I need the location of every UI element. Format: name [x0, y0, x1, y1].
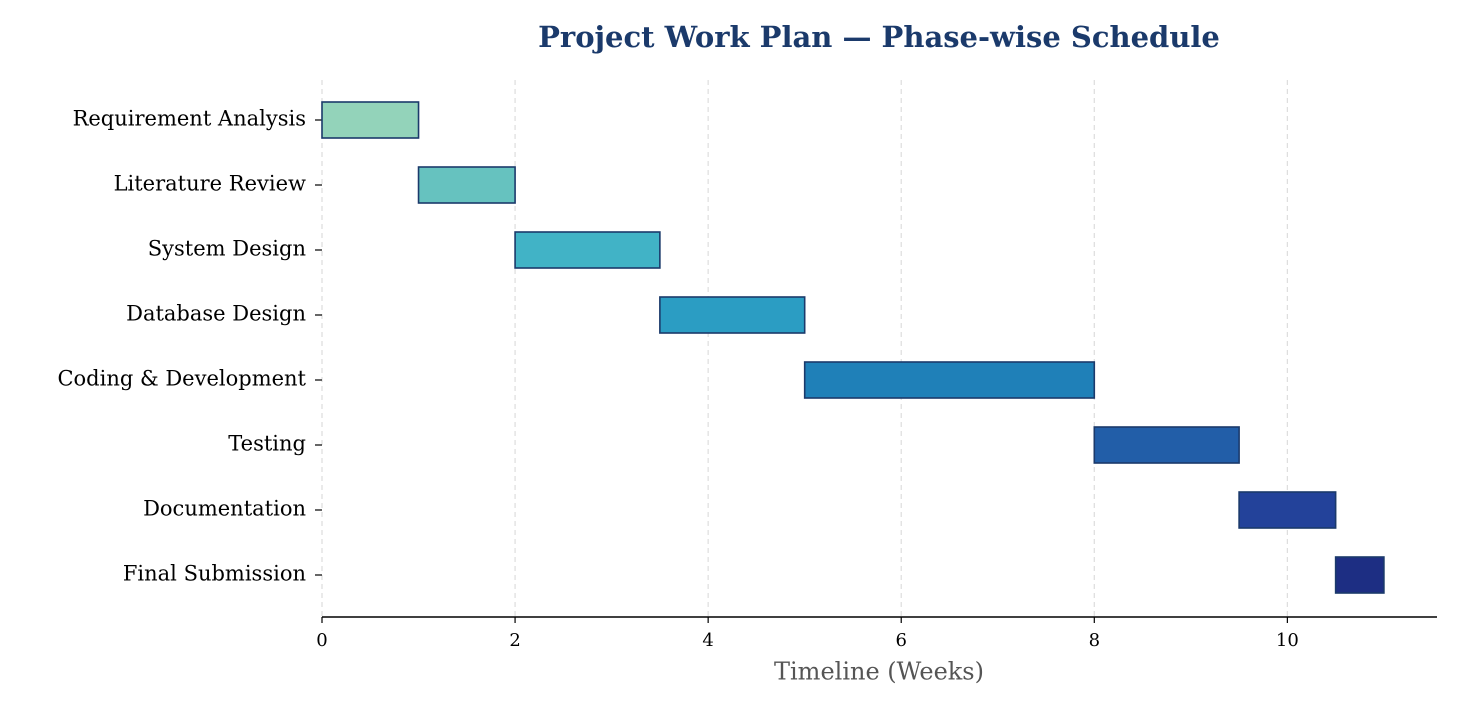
- x-tick-label: 8: [1089, 630, 1100, 651]
- y-tick-label: Database Design: [126, 302, 306, 326]
- x-tick-label: 2: [509, 630, 520, 651]
- x-axis-label: Timeline (Weeks): [774, 658, 984, 686]
- y-tick-label: Coding & Development: [57, 367, 306, 391]
- y-tick-label: Documentation: [143, 497, 306, 521]
- task-bar: [417, 166, 516, 204]
- task-bar: [1093, 426, 1240, 464]
- task-bar: [1238, 491, 1337, 529]
- y-tick-label: System Design: [148, 237, 306, 261]
- task-bar: [1334, 556, 1385, 594]
- x-tick-label: 6: [895, 630, 906, 651]
- task-bar: [321, 101, 420, 139]
- y-tick-label: Final Submission: [123, 562, 306, 586]
- y-tick-label: Testing: [228, 432, 306, 456]
- x-tick-label: 0: [316, 630, 327, 651]
- task-bar: [514, 231, 661, 269]
- y-tick-label: Literature Review: [114, 172, 306, 196]
- x-tick-label: 10: [1276, 630, 1299, 651]
- x-tick-label: 4: [702, 630, 713, 651]
- task-bar: [803, 361, 1096, 399]
- chart-title: Project Work Plan — Phase-wise Schedule: [538, 20, 1220, 54]
- y-tick-label: Requirement Analysis: [73, 107, 306, 131]
- task-bar: [659, 296, 806, 334]
